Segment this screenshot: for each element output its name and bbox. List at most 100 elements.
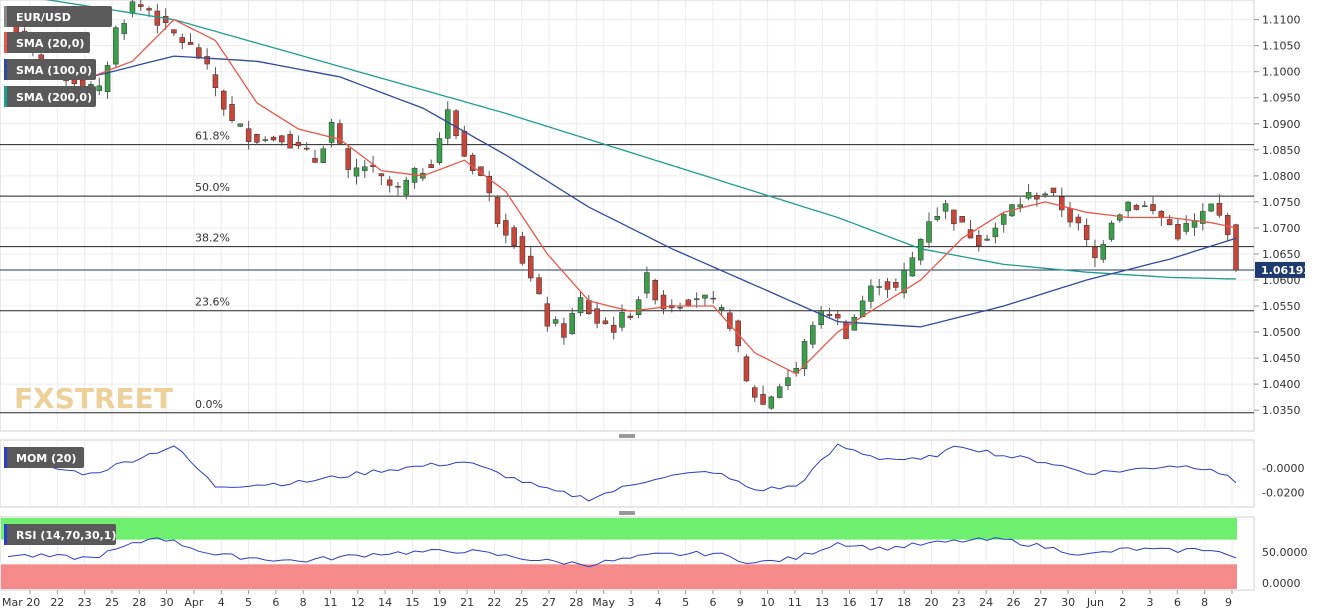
date-label-5: 30 (160, 596, 174, 609)
date-label-35: 24 (979, 596, 993, 609)
candle-body (602, 320, 609, 325)
main-panel (0, 0, 1255, 432)
date-label-3: 25 (105, 596, 119, 609)
candle-body (220, 90, 227, 110)
date-label-7: 4 (218, 596, 225, 609)
date-label-20: 28 (569, 596, 583, 609)
candle-body (1183, 223, 1189, 232)
legend-sma-100[interactable]: SMA (100,0) (4, 59, 96, 80)
candle-body (1200, 211, 1206, 224)
candle-body (494, 197, 501, 224)
date-label-18: 25 (515, 596, 529, 609)
candle-body (279, 135, 285, 143)
sma-20-line (90, 18, 1237, 375)
legend-sma-200[interactable]: SMA (200,0) (4, 86, 96, 107)
candle-body (1067, 208, 1073, 223)
candle-body (702, 294, 708, 299)
date-label-41: 3 (1147, 596, 1154, 609)
candle-body (162, 16, 169, 23)
grid-lines (1, 1, 1253, 589)
candle-body (1075, 216, 1082, 224)
price-tick-1: 1.1050 (1262, 40, 1301, 53)
candle-body (992, 227, 999, 238)
candle-body (851, 316, 858, 331)
date-label-25: 6 (709, 596, 716, 609)
candle-body (254, 133, 260, 143)
candle-body (1042, 193, 1048, 196)
fib-label-4: 0.0% (195, 398, 223, 411)
date-label-42: 6 (1174, 596, 1181, 609)
candle-body (743, 356, 750, 382)
candle-body (776, 386, 783, 398)
legend-rsi[interactable]: RSI (14,70,30,1) (4, 524, 116, 545)
date-label-37: 27 (1034, 596, 1048, 609)
candle-body (345, 148, 351, 170)
date-label-9: 6 (272, 596, 279, 609)
panel-splitter-1[interactable] (619, 434, 635, 438)
candle-body (138, 4, 144, 7)
candle-body (96, 85, 103, 91)
candle-body (403, 179, 410, 196)
date-label-26: 9 (737, 596, 744, 609)
candle-body (693, 298, 700, 300)
candle-body (1141, 205, 1148, 207)
candle-body (453, 110, 459, 137)
fxstreet-watermark: FXSTREET (14, 382, 173, 415)
date-label-10: 8 (300, 596, 307, 609)
candle-body (1208, 203, 1214, 212)
date-label-17: 22 (487, 596, 501, 609)
date-label-2: 23 (78, 596, 92, 609)
candle-body (527, 255, 534, 279)
candle-body (752, 387, 758, 398)
date-label-19: 27 (542, 596, 556, 609)
date-label-43: 8 (1201, 596, 1208, 609)
candle-body (909, 257, 916, 277)
price-tick-6: 1.0800 (1262, 170, 1301, 183)
svg-text:SMA (200,0): SMA (200,0) (16, 91, 92, 104)
date-label-32: 18 (897, 596, 911, 609)
candle-body (386, 179, 393, 186)
candle-body (834, 314, 841, 319)
panel-splitter-2[interactable] (619, 511, 635, 515)
candle-body (884, 281, 891, 290)
candle-body (942, 203, 949, 212)
momentum-tick-1: -0.0200 (1262, 486, 1304, 499)
date-label-6: Apr (184, 596, 204, 609)
date-label-38: 30 (1061, 596, 1075, 609)
candle-body (204, 56, 210, 65)
candle-body (503, 220, 509, 236)
date-label-31: 17 (870, 596, 884, 609)
candle-body (121, 23, 127, 34)
candle-body (868, 285, 874, 302)
candle-body (1017, 204, 1024, 208)
candle-body (1125, 201, 1131, 212)
date-label-39: Jun (1086, 596, 1104, 609)
candle-body (320, 148, 327, 163)
candle-body (229, 104, 235, 121)
candle-body (976, 235, 982, 247)
date-label-16: 21 (460, 596, 474, 609)
candle-body (959, 216, 965, 223)
price-tick-3: 1.0950 (1262, 92, 1301, 105)
candle-body (295, 142, 302, 147)
legend-sma-20[interactable]: SMA (20,0) (4, 32, 90, 53)
candle-body (1133, 204, 1140, 210)
fib-label-2: 38.2% (195, 232, 230, 245)
date-axis: Mar 20 22 23 25 28 30 Apr 4 5 6 8 11 12 14 15 19 21 22 25 2… (2, 590, 1233, 609)
date-label-23: 4 (655, 596, 662, 609)
date-label-21: May (592, 596, 615, 609)
candle-body (519, 236, 526, 264)
candle-body (544, 303, 551, 327)
price-tick-5: 1.0850 (1262, 144, 1301, 157)
legend-momentum[interactable]: MOM (20) (4, 447, 84, 468)
date-label-44: 9 (1225, 596, 1232, 609)
candle-body (627, 315, 634, 318)
candle-body (1025, 192, 1032, 199)
candle-body (586, 300, 592, 315)
fib-label-0: 61.8% (195, 130, 230, 143)
candle-body (436, 138, 443, 163)
candle-body (718, 307, 725, 311)
moving-averages (7, 0, 1237, 375)
legend-symbol[interactable]: EUR/USD (4, 6, 112, 27)
